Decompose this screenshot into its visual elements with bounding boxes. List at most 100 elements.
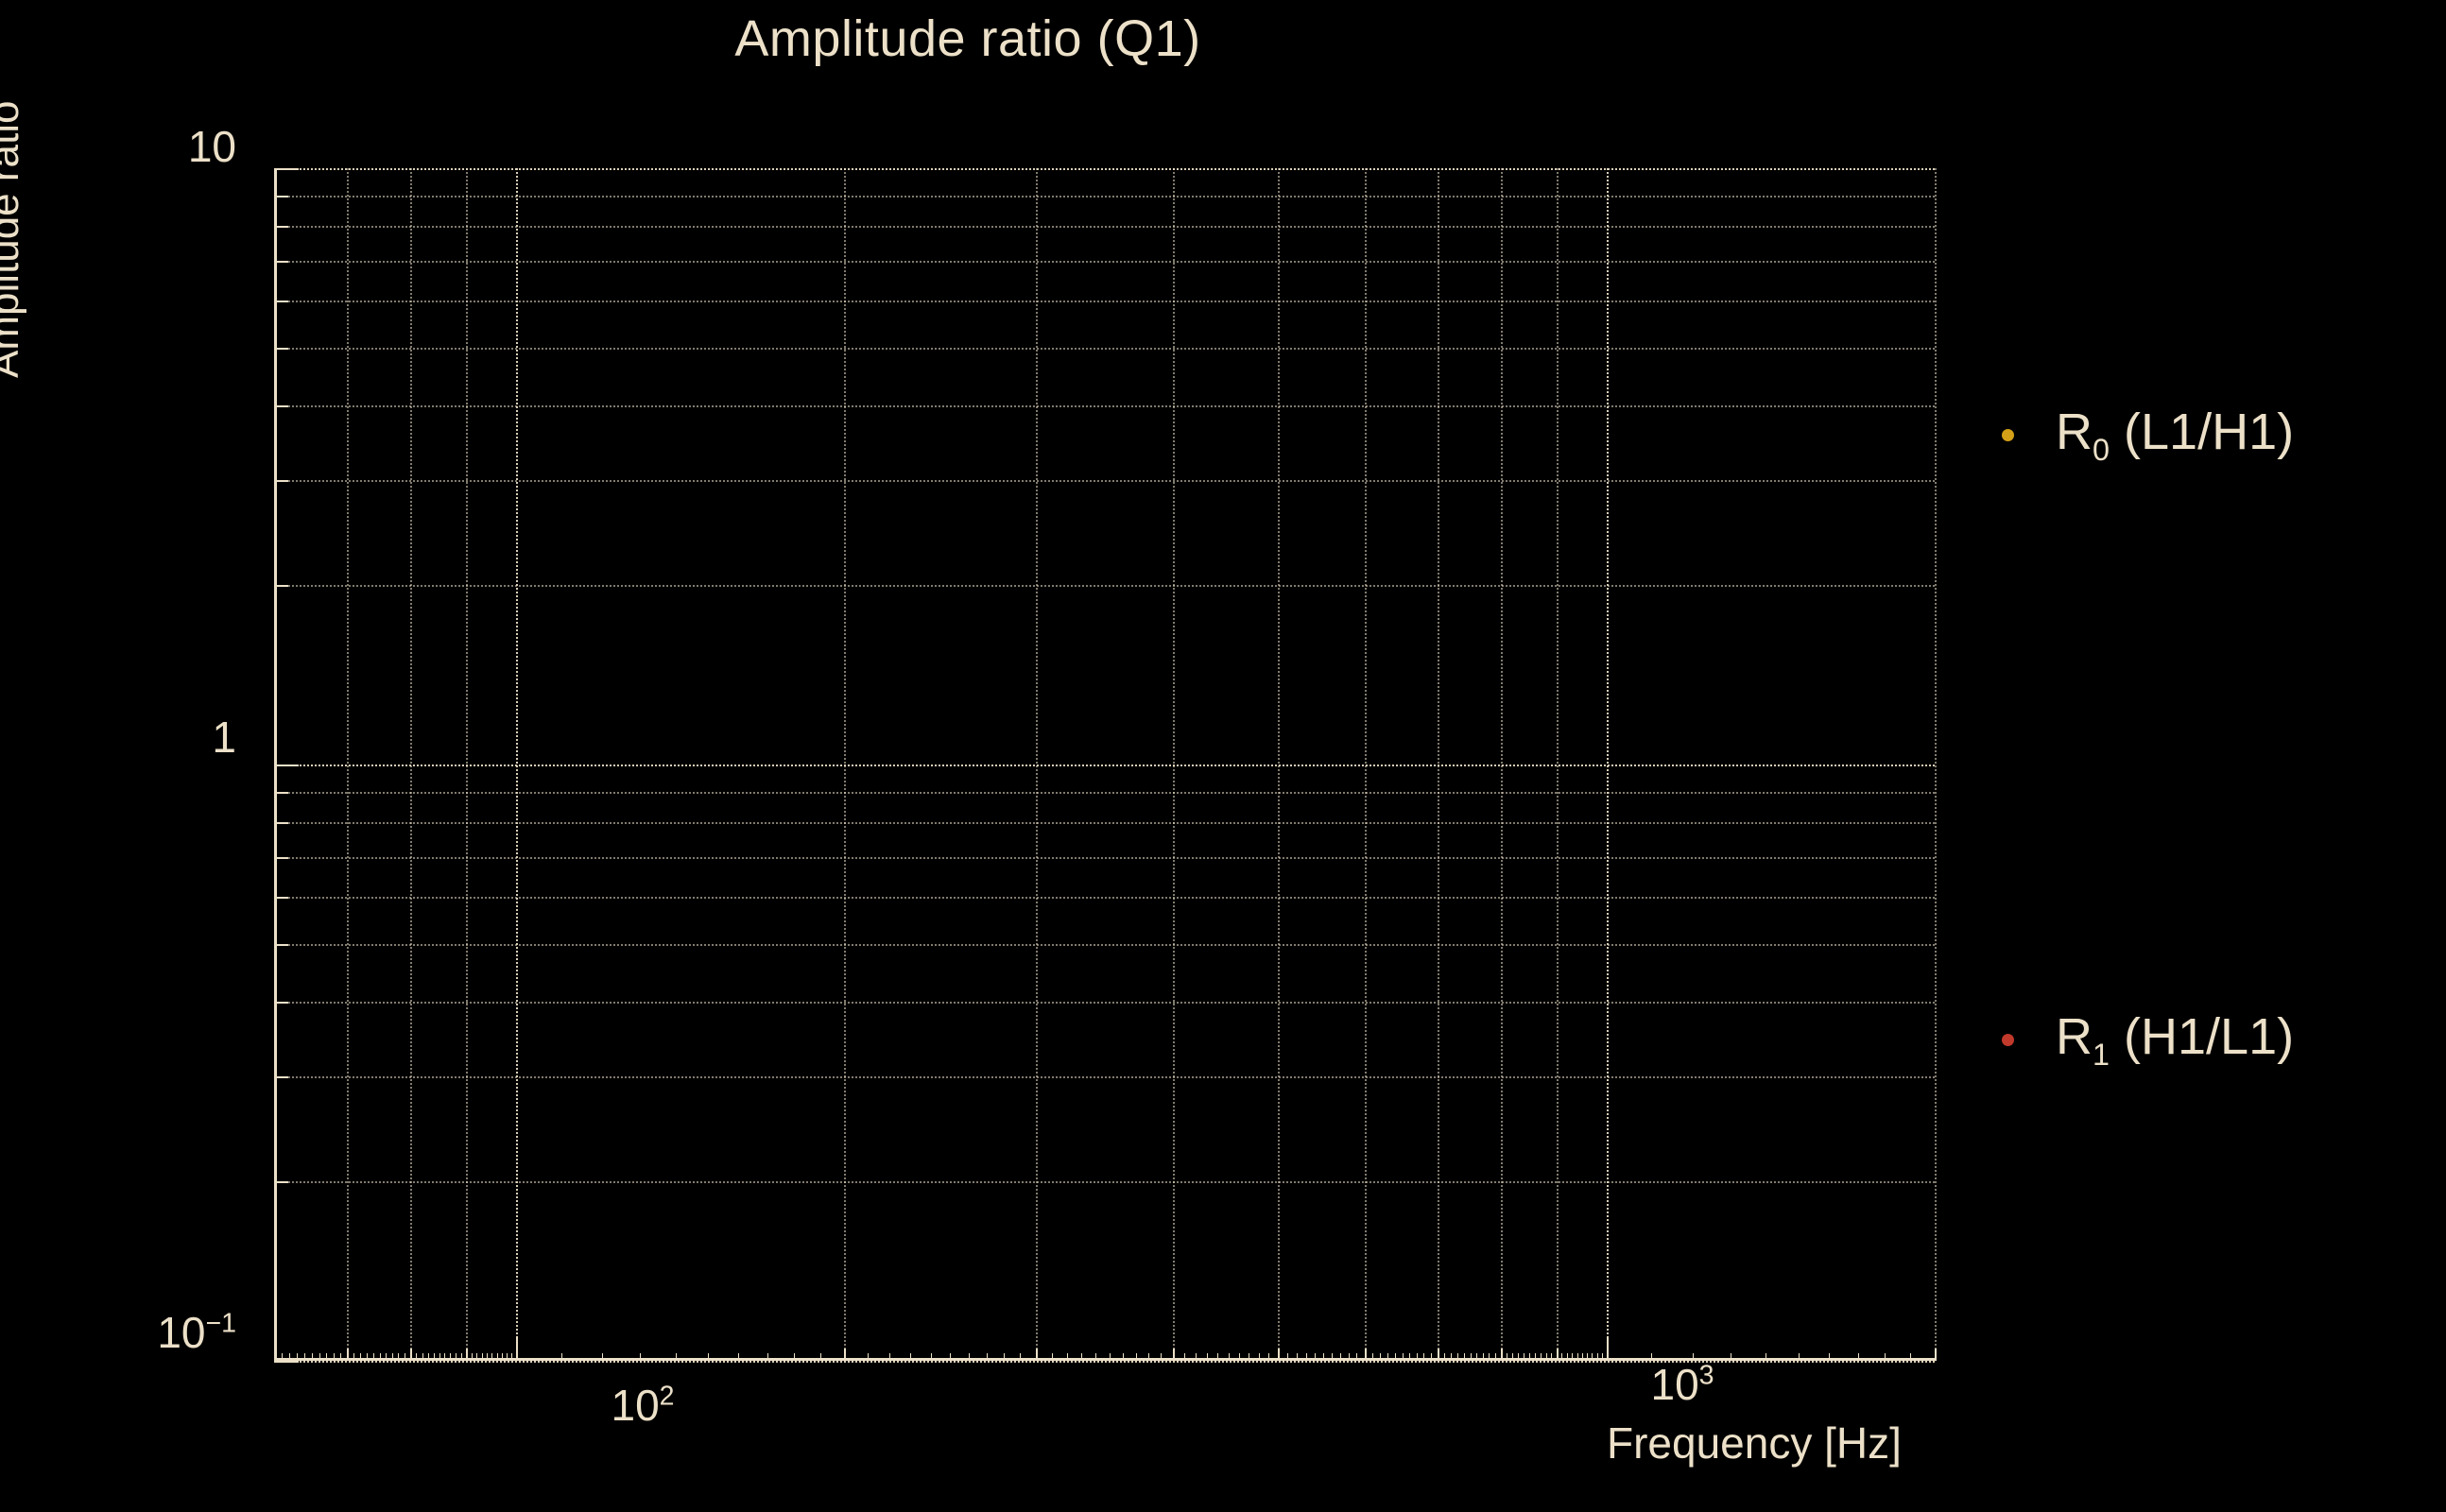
x-axis-tick: [466, 1349, 469, 1361]
x-axis-subtick: [1566, 1353, 1568, 1361]
x-axis-subtick: [1003, 1353, 1005, 1361]
legend-entry-r1[interactable]: R1 (H1/L1): [2002, 1011, 2294, 1070]
x-axis-subtick: [1476, 1353, 1478, 1361]
x-axis-tick: [274, 1349, 276, 1361]
x-axis-subtick: [491, 1353, 493, 1361]
x-axis-tick: [844, 1349, 847, 1361]
x-axis-subtick: [466, 1353, 468, 1361]
x-axis-subtick: [386, 1353, 388, 1361]
x-axis-subtick: [1470, 1353, 1472, 1361]
x-axis-subtick: [416, 1353, 418, 1361]
gridline-horizontal: [274, 1181, 1935, 1184]
x-axis-subtick: [640, 1353, 642, 1361]
x-axis-subtick: [1323, 1353, 1325, 1361]
x-axis-subtick: [1556, 1353, 1558, 1361]
x-axis-subtick: [1581, 1353, 1583, 1361]
x-axis-subtick: [319, 1353, 320, 1361]
x-axis-tick: [1172, 1349, 1175, 1361]
plot-area[interactable]: [274, 168, 1937, 1363]
x-axis-subtick: [1314, 1353, 1316, 1361]
x-axis-spine: [274, 1358, 1935, 1361]
x-axis-subtick: [379, 1353, 381, 1361]
x-axis-subtick: [1494, 1353, 1496, 1361]
x-axis-subtick: [1287, 1353, 1289, 1361]
x-axis-subtick: [1196, 1353, 1197, 1361]
legend-label-r0: R0 (L1/H1): [2056, 404, 2294, 465]
x-axis-subtick: [1561, 1353, 1563, 1361]
x-axis-subtick: [282, 1353, 284, 1361]
x-axis-subtick: [1372, 1353, 1374, 1361]
gridline-vertical: [1172, 168, 1175, 1361]
x-axis-subtick: [1829, 1353, 1831, 1361]
x-axis-subtick: [867, 1353, 869, 1361]
x-axis-subtick: [1601, 1353, 1603, 1361]
x-axis-subtick: [1535, 1353, 1537, 1361]
y-tick-label-1-base: 1: [212, 713, 236, 762]
x-axis-subtick: [515, 1353, 517, 1361]
x-axis-subtick: [304, 1353, 306, 1361]
x-axis-subtick: [1172, 1353, 1174, 1361]
x-axis-subtick: [1409, 1353, 1411, 1361]
x-axis-subtick: [1081, 1353, 1083, 1361]
y-axis-tick: [274, 479, 288, 482]
x-axis-subtick: [1278, 1353, 1280, 1361]
legend-label-r0-symbol: R: [2056, 404, 2093, 460]
y-tick-label-0p1-exponent: −1: [205, 1308, 236, 1339]
x-axis-subtick: [501, 1353, 503, 1361]
x-axis-subtick: [496, 1353, 498, 1361]
x-axis-subtick: [1051, 1353, 1053, 1361]
x-axis-subtick: [1540, 1353, 1542, 1361]
x-axis-subtick: [1183, 1353, 1185, 1361]
x-axis-subtick: [1576, 1353, 1578, 1361]
x-axis-tick: [1556, 1349, 1559, 1361]
gridline-vertical: [347, 168, 350, 1361]
x-tick-label-100-exponent: 2: [659, 1381, 675, 1412]
gridline-horizontal: [274, 856, 1935, 859]
x-axis-subtick: [460, 1353, 462, 1361]
x-axis-subtick: [410, 1353, 412, 1361]
y-axis-tick: [274, 1181, 288, 1184]
x-axis-subtick: [1587, 1353, 1589, 1361]
gridline-vertical: [1935, 168, 1937, 1361]
x-axis-subtick: [1380, 1353, 1382, 1361]
gridline-vertical: [1606, 168, 1609, 1361]
x-axis-subtick: [433, 1353, 435, 1361]
gridline-vertical: [1437, 168, 1439, 1361]
gridline-horizontal: [274, 943, 1935, 946]
legend-entry-r0[interactable]: R0 (L1/H1): [2002, 404, 2294, 465]
gridline-horizontal: [274, 226, 1935, 229]
x-axis-subtick: [1095, 1353, 1097, 1361]
x-axis-tick: [515, 1336, 518, 1361]
x-axis-subtick: [1596, 1353, 1598, 1361]
x-axis-subtick: [1122, 1353, 1124, 1361]
gridline-horizontal: [274, 405, 1935, 408]
x-axis-subtick: [1693, 1353, 1695, 1361]
x-axis-subtick: [1606, 1353, 1608, 1361]
gridline-horizontal: [274, 1075, 1935, 1078]
gridline-horizontal: [274, 585, 1935, 588]
x-axis-subtick: [1910, 1353, 1912, 1361]
x-axis-subtick: [1430, 1353, 1432, 1361]
x-axis-subtick: [1160, 1353, 1162, 1361]
gridline-horizontal: [274, 300, 1935, 302]
gridline-horizontal: [274, 1361, 1935, 1363]
x-axis-subtick: [1651, 1353, 1653, 1361]
x-axis-subtick: [767, 1353, 768, 1361]
x-axis-subtick: [1147, 1353, 1149, 1361]
chart-title-text: Amplitude ratio (Q1): [734, 10, 1201, 67]
x-axis-tick: [1935, 1349, 1937, 1361]
x-axis-tick: [1278, 1349, 1281, 1361]
x-axis-subtick: [1935, 1353, 1936, 1361]
x-axis-subtick: [708, 1353, 710, 1361]
y-tick-label-0p1-base: 10: [157, 1308, 206, 1357]
legend-label-r1: R1 (H1/L1): [2056, 1011, 2294, 1070]
x-axis-subtick: [1423, 1353, 1425, 1361]
x-axis-tick: [410, 1349, 413, 1361]
x-axis-subtick: [476, 1353, 478, 1361]
y-axis-tick: [274, 585, 288, 588]
gridline-horizontal: [274, 822, 1935, 825]
x-axis-tick: [1437, 1349, 1439, 1361]
gridline-vertical: [1364, 168, 1367, 1361]
x-axis-tick: [1036, 1349, 1039, 1361]
x-tick-label-1000: 103: [1588, 1359, 1777, 1410]
